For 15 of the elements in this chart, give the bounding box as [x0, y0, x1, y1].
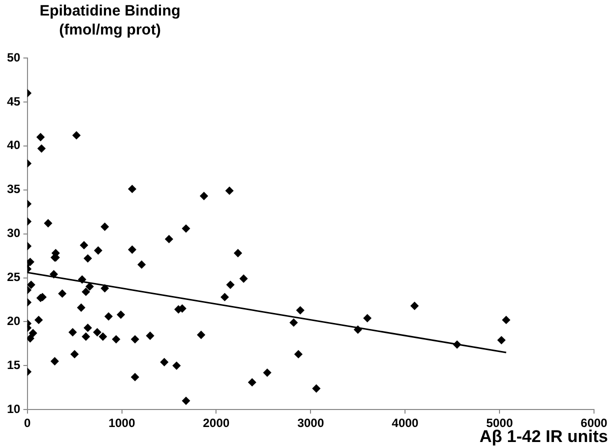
y-tick-label: 35	[6, 182, 21, 196]
x-tick-label: 1000	[108, 416, 136, 430]
y-tick-label: 15	[6, 358, 21, 372]
y-tick-label: 10	[6, 402, 21, 416]
y-axis-title: Epibatidine Binding (fmol/mg prot)	[40, 2, 180, 39]
x-tick-label: 4000	[392, 416, 419, 430]
y-tick-label: 45	[6, 94, 21, 108]
y-tick-label: 30	[6, 226, 21, 240]
y-tick-label: 40	[6, 138, 21, 152]
x-tick-label: 2000	[202, 416, 230, 430]
x-tick-label: 0	[24, 416, 32, 430]
x-tick-label: 3000	[297, 416, 324, 430]
y-tick-label: 50	[6, 50, 21, 64]
y-tick-label: 25	[6, 270, 21, 284]
y-tick-label: 20	[6, 314, 21, 328]
